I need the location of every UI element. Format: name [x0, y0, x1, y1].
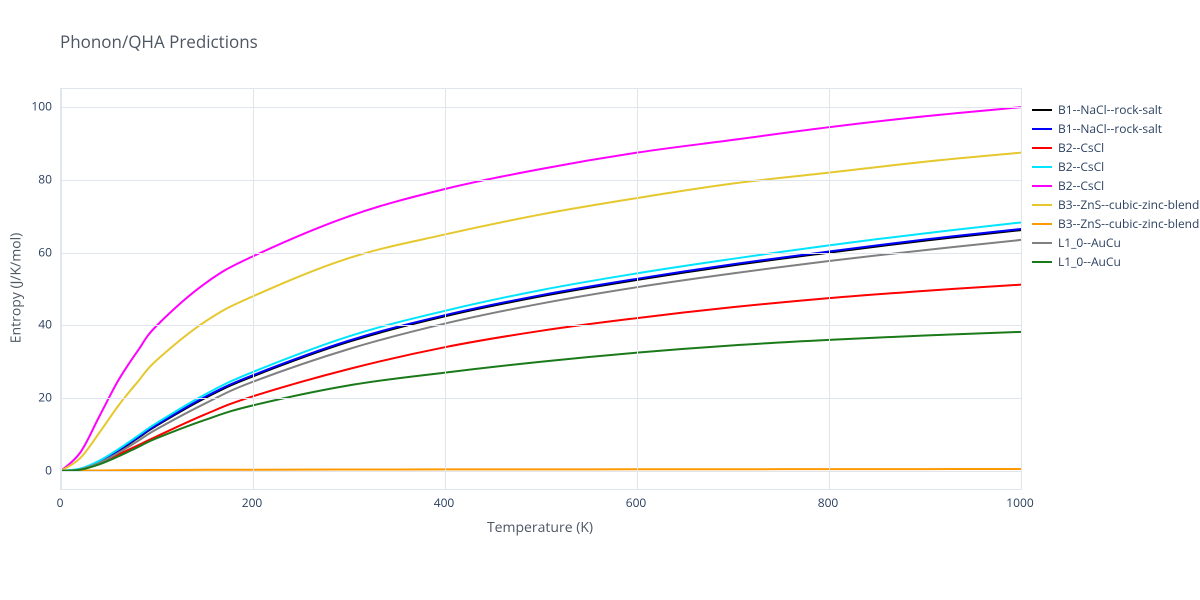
- series-line[interactable]: [61, 222, 1021, 470]
- legend-swatch: [1032, 147, 1052, 149]
- series-line[interactable]: [61, 153, 1021, 471]
- y-tick: 40: [38, 316, 52, 333]
- legend-label: B3--ZnS--cubic-zinc-blende: [1058, 196, 1200, 213]
- legend-swatch: [1032, 223, 1052, 225]
- legend-item[interactable]: B2--CsCl: [1032, 176, 1200, 195]
- x-tick: 600: [626, 494, 647, 511]
- legend-label: B1--NaCl--rock-salt: [1058, 120, 1162, 137]
- legend-swatch: [1032, 204, 1052, 206]
- series-line[interactable]: [61, 230, 1021, 471]
- series-line[interactable]: [61, 240, 1021, 471]
- x-tick: 200: [242, 494, 263, 511]
- series-line[interactable]: [61, 229, 1021, 471]
- x-tick: 400: [434, 494, 455, 511]
- legend-swatch: [1032, 109, 1052, 111]
- x-axis-label: Temperature (K): [487, 518, 593, 537]
- series-line[interactable]: [61, 332, 1021, 471]
- legend-label: B2--CsCl: [1058, 177, 1104, 194]
- legend-item[interactable]: L1_0--AuCu: [1032, 252, 1200, 271]
- legend-swatch: [1032, 128, 1052, 130]
- y-tick: 60: [38, 243, 52, 260]
- legend-item[interactable]: B2--CsCl: [1032, 138, 1200, 157]
- legend-swatch: [1032, 242, 1052, 244]
- legend-item[interactable]: B2--CsCl: [1032, 157, 1200, 176]
- plot-area: [60, 88, 1022, 490]
- x-tick: 0: [57, 494, 64, 511]
- y-tick: 100: [31, 98, 52, 115]
- legend-item[interactable]: B1--NaCl--rock-salt: [1032, 119, 1200, 138]
- y-tick: 20: [38, 389, 52, 406]
- y-tick: 80: [38, 170, 52, 187]
- legend-item[interactable]: B1--NaCl--rock-salt: [1032, 100, 1200, 119]
- y-tick: 0: [45, 461, 52, 478]
- y-axis-label: Entropy (J/K/mol): [7, 233, 26, 344]
- series-line[interactable]: [61, 107, 1021, 471]
- legend-item[interactable]: B3--ZnS--cubic-zinc-blende: [1032, 214, 1200, 233]
- legend[interactable]: B1--NaCl--rock-salt B1--NaCl--rock-salt B2…: [1032, 100, 1200, 271]
- chart-container: { "chart": { "type": "line", "title": "P…: [0, 0, 1200, 600]
- legend-label: B1--NaCl--rock-salt: [1058, 101, 1162, 118]
- legend-label: B3--ZnS--cubic-zinc-blende: [1058, 215, 1200, 232]
- legend-label: B2--CsCl: [1058, 139, 1104, 156]
- legend-label: B2--CsCl: [1058, 158, 1104, 175]
- series-line[interactable]: [61, 285, 1021, 471]
- chart-lines: [61, 89, 1021, 489]
- legend-swatch: [1032, 185, 1052, 187]
- legend-item[interactable]: B3--ZnS--cubic-zinc-blende: [1032, 195, 1200, 214]
- x-tick: 1000: [1006, 494, 1033, 511]
- legend-item[interactable]: L1_0--AuCu: [1032, 233, 1200, 252]
- chart-title: Phonon/QHA Predictions: [60, 30, 258, 53]
- legend-label: L1_0--AuCu: [1058, 253, 1121, 270]
- legend-label: L1_0--AuCu: [1058, 234, 1121, 251]
- legend-swatch: [1032, 166, 1052, 168]
- x-tick: 800: [818, 494, 839, 511]
- legend-swatch: [1032, 261, 1052, 263]
